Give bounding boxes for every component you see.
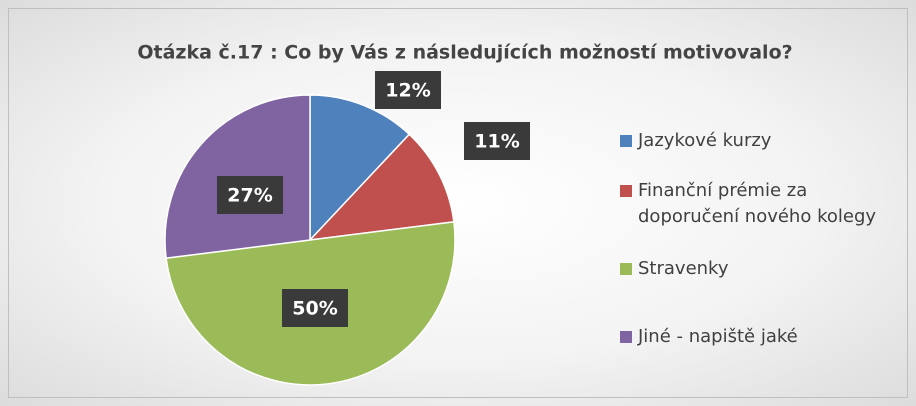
legend-swatch (620, 135, 632, 147)
legend-label: Jiné - napiště jaké (638, 326, 798, 347)
legend-entry: Jiné - napiště jaké (620, 324, 900, 350)
legend-entry: Jazykové kurzy (620, 128, 900, 154)
legend-entry: Stravenky (620, 256, 900, 282)
pie-slice (309, 94, 411, 242)
legend-entry: Finanční prémie za doporučení nového kol… (620, 178, 900, 230)
data-label-box (217, 176, 283, 214)
data-label-box (375, 71, 441, 109)
data-label: 27% (227, 185, 272, 207)
chart-title: Otázka č.17 : Co by Vás z následujících … (137, 42, 792, 64)
data-label: 12% (385, 80, 430, 102)
data-label-box (282, 289, 348, 327)
legend-label: Stravenky (638, 258, 729, 279)
data-label: 50% (292, 298, 337, 320)
legend-swatch (620, 263, 632, 275)
chart-border (8, 8, 908, 398)
legend-label: Finanční prémie za doporučení nového kol… (638, 180, 877, 227)
data-label-box (464, 122, 530, 160)
pie-slice (308, 133, 455, 242)
legend-swatch (620, 185, 632, 197)
legend-swatch (620, 331, 632, 343)
legend-label: Jazykové kurzy (638, 130, 772, 151)
data-label: 11% (474, 131, 519, 153)
